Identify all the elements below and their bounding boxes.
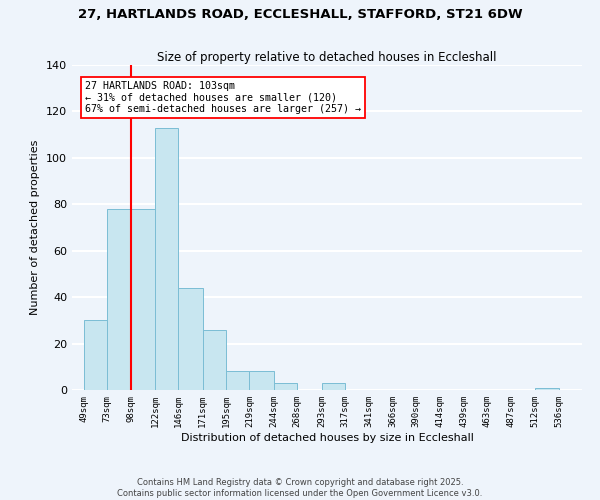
- Bar: [274, 383, 297, 390]
- Bar: [322, 383, 345, 390]
- Bar: [203, 330, 226, 390]
- Bar: [535, 388, 559, 390]
- Y-axis label: Number of detached properties: Number of detached properties: [31, 140, 40, 315]
- Bar: [155, 128, 178, 390]
- Bar: [178, 288, 203, 390]
- Text: Contains HM Land Registry data © Crown copyright and database right 2025.
Contai: Contains HM Land Registry data © Crown c…: [118, 478, 482, 498]
- Bar: [84, 320, 107, 390]
- Bar: [107, 209, 131, 390]
- X-axis label: Distribution of detached houses by size in Eccleshall: Distribution of detached houses by size …: [181, 432, 473, 442]
- Text: 27 HARTLANDS ROAD: 103sqm
← 31% of detached houses are smaller (120)
67% of semi: 27 HARTLANDS ROAD: 103sqm ← 31% of detac…: [85, 82, 361, 114]
- Bar: [250, 372, 274, 390]
- Text: 27, HARTLANDS ROAD, ECCLESHALL, STAFFORD, ST21 6DW: 27, HARTLANDS ROAD, ECCLESHALL, STAFFORD…: [77, 8, 523, 20]
- Bar: [131, 209, 155, 390]
- Bar: [226, 372, 250, 390]
- Title: Size of property relative to detached houses in Eccleshall: Size of property relative to detached ho…: [157, 51, 497, 64]
